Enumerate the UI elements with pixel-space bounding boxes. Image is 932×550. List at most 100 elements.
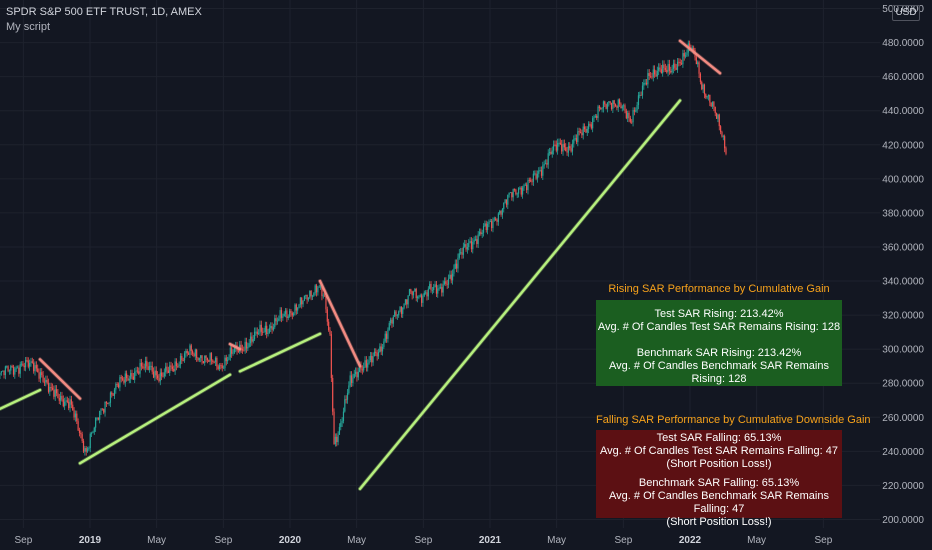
candle-body [334,436,336,445]
candle-body [240,344,242,349]
candle-body [189,345,191,355]
candle-body [379,346,381,352]
candle-body [135,370,137,372]
candle-body [597,106,599,118]
candle-body [92,431,94,434]
candle-body [658,67,660,71]
candle-body [200,355,202,359]
candle-body [85,448,87,452]
candle-body [482,226,485,233]
x-tick-label: 2021 [479,535,502,546]
candle-body [95,417,97,428]
candle-body [174,361,176,372]
candle-body [392,316,394,324]
candle-body [326,309,328,322]
script-name[interactable]: My script [6,21,50,33]
candle-body [12,366,15,375]
candle-body [540,170,543,176]
candle-body [228,357,230,360]
candle-body [306,294,308,300]
candle-body [90,433,93,434]
candle-body [7,366,9,371]
candle-body [641,85,644,96]
candle-body [569,146,571,149]
candle-body [465,244,467,250]
candle-body [167,370,169,373]
candle-body [302,300,304,305]
y-tick-label: 200.0000 [882,515,924,526]
candle-body [720,126,722,132]
candle-body [709,94,711,103]
candle-body [710,102,712,107]
candle-body [426,292,428,297]
candle-body [204,355,206,364]
candle-body [364,360,366,367]
candle-body [173,368,175,372]
candle-body [701,81,703,90]
y-tick-label: 360.0000 [882,242,924,253]
candle-body [486,224,489,230]
sar-line-falling [318,279,362,368]
candle-body [55,389,58,394]
candle-body [39,372,42,379]
candle-body [491,221,493,229]
candle-body [41,372,43,376]
candle-body [249,336,252,344]
candle-body [256,331,258,335]
candle-body [134,371,136,380]
candle-body [224,357,226,368]
candle-body [544,163,547,165]
sar-line-rising [78,373,232,465]
candle-body [628,112,630,119]
candle-body [450,274,452,281]
candle-body [519,187,521,189]
candle-body [624,105,626,111]
candle-body [237,350,240,352]
candle-body [344,399,346,412]
candle-body [435,284,438,294]
candle-body [460,252,462,254]
candle-body [410,289,412,292]
falling-line-1: Test SAR Falling: 65.13% [656,432,782,444]
candle-body [23,365,25,368]
candle-body [456,263,458,269]
candle-body [698,62,700,74]
candle-body [8,370,11,372]
falling-line-3: (Short Position Loss!) [666,458,772,470]
candle-body [396,315,398,317]
candle-body [445,281,447,284]
candle-body [684,55,687,57]
y-tick-label: 380.0000 [882,208,924,219]
candle-body [500,211,502,215]
candle-body [570,148,572,152]
x-tick-label: May [347,535,366,546]
candle-body [60,395,62,401]
candle-body [408,289,411,296]
candle-body [717,114,719,119]
candle-body [499,211,501,214]
candle-body [150,365,152,367]
candle-body [185,350,187,354]
candle-body [283,313,285,317]
candle-body [152,371,155,378]
candle-body [565,147,567,152]
candle-body [539,170,541,171]
candle-body [208,360,210,362]
candle-body [314,285,316,294]
candle-body [57,393,59,399]
candle-body [400,306,402,314]
candle-body [49,387,51,392]
x-tick-label: 2022 [679,535,702,546]
candle-body [508,192,510,195]
candle-body [121,378,124,380]
currency-label[interactable]: USD [892,5,920,21]
candle-body [430,283,432,291]
x-tick-label: Sep [615,535,633,546]
candle-body [449,274,451,279]
candle-body [232,352,234,354]
candle-body [707,94,710,97]
candle-body [280,310,283,318]
candle-body [512,189,514,198]
candle-body [501,208,504,215]
